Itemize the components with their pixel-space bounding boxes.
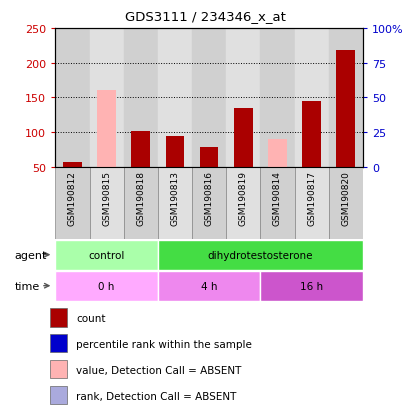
Bar <box>328 167 362 240</box>
Bar <box>124 167 157 240</box>
Bar <box>50 308 66 327</box>
Bar <box>157 29 191 167</box>
Text: control: control <box>88 250 124 260</box>
Bar <box>124 29 157 167</box>
Bar <box>55 167 89 240</box>
Bar <box>50 334 66 353</box>
Bar <box>55 29 89 167</box>
Bar <box>97 91 116 167</box>
Text: GDS3111 / 234346_x_at: GDS3111 / 234346_x_at <box>124 10 285 23</box>
Bar <box>328 29 362 167</box>
Bar <box>226 167 260 240</box>
Text: percentile rank within the sample: percentile rank within the sample <box>76 339 252 349</box>
Bar <box>301 102 320 167</box>
Bar <box>260 167 294 240</box>
Text: 0 h: 0 h <box>98 281 115 291</box>
Bar <box>233 109 252 167</box>
Bar <box>260 271 362 301</box>
Bar <box>55 271 157 301</box>
Text: GSM190819: GSM190819 <box>238 171 247 226</box>
Bar <box>294 29 328 167</box>
Text: GSM190812: GSM190812 <box>68 171 77 225</box>
Bar <box>157 240 362 270</box>
Bar <box>50 360 66 378</box>
Text: dihydrotestosterone: dihydrotestosterone <box>207 250 312 260</box>
Bar <box>260 29 294 167</box>
Bar <box>226 29 260 167</box>
Bar <box>157 167 191 240</box>
Text: 4 h: 4 h <box>200 281 217 291</box>
Text: count: count <box>76 313 106 323</box>
Text: value, Detection Call = ABSENT: value, Detection Call = ABSENT <box>76 365 241 375</box>
Bar <box>199 148 218 167</box>
Bar <box>89 167 124 240</box>
Text: agent: agent <box>14 250 47 260</box>
Text: GSM190820: GSM190820 <box>340 171 349 225</box>
Text: GSM190816: GSM190816 <box>204 171 213 226</box>
Bar <box>267 140 286 167</box>
Bar <box>63 162 82 167</box>
Text: GSM190815: GSM190815 <box>102 171 111 226</box>
Bar <box>131 132 150 167</box>
Bar <box>165 137 184 167</box>
Bar <box>191 167 226 240</box>
Text: 16 h: 16 h <box>299 281 322 291</box>
Text: GSM190818: GSM190818 <box>136 171 145 226</box>
Text: GSM190814: GSM190814 <box>272 171 281 225</box>
Bar <box>335 51 354 167</box>
Text: time: time <box>14 281 40 291</box>
Text: rank, Detection Call = ABSENT: rank, Detection Call = ABSENT <box>76 391 236 401</box>
Bar <box>50 386 66 404</box>
Bar <box>294 167 328 240</box>
Bar <box>191 29 226 167</box>
Text: GSM190817: GSM190817 <box>306 171 315 226</box>
Bar <box>89 29 124 167</box>
Bar <box>157 271 260 301</box>
Bar <box>55 240 157 270</box>
Text: GSM190813: GSM190813 <box>170 171 179 226</box>
